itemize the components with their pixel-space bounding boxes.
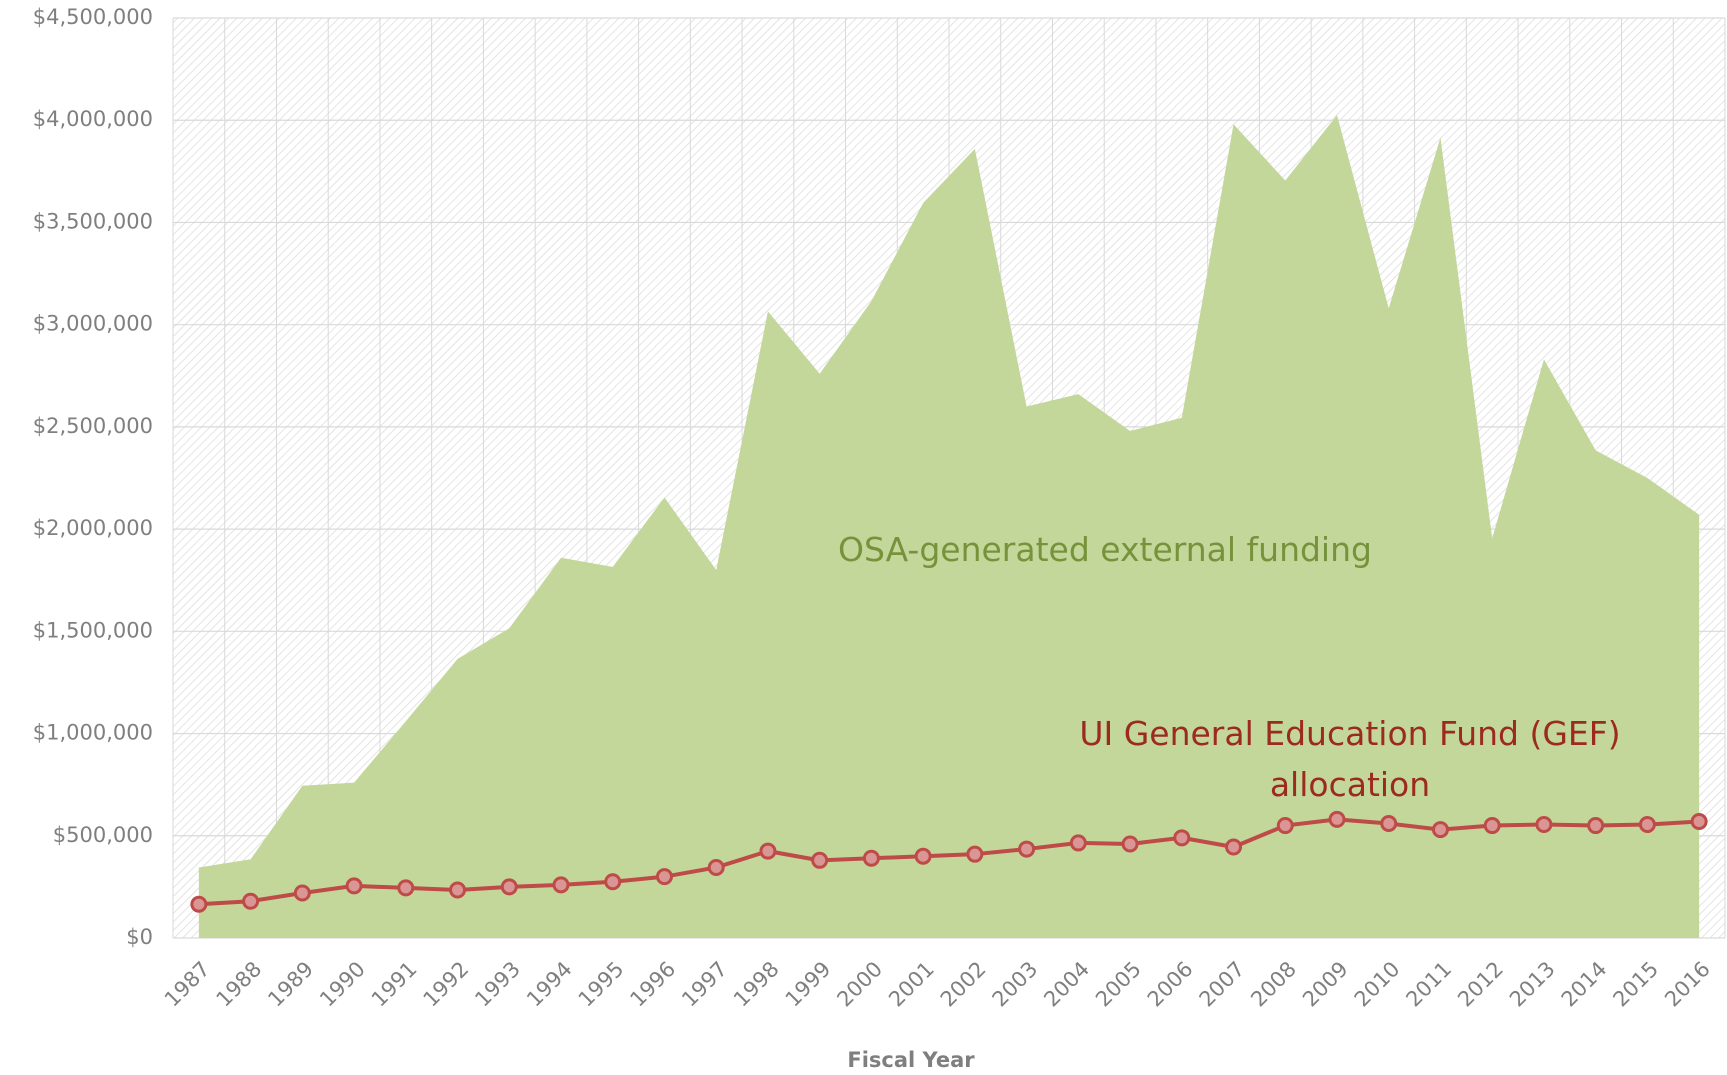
y-tick-label: $3,000,000 xyxy=(33,312,153,336)
line-marker xyxy=(1121,835,1139,853)
line-marker xyxy=(293,884,311,902)
line-marker xyxy=(397,879,415,897)
x-tick-label: 1999 xyxy=(781,957,836,1012)
x-tick-label: 1995 xyxy=(574,957,629,1012)
line-marker xyxy=(242,892,260,910)
line-label: UI General Education Fund (GEF) allocati… xyxy=(1079,714,1621,804)
line-marker xyxy=(1431,821,1449,839)
x-tick-label: 2006 xyxy=(1143,957,1198,1012)
line-marker xyxy=(190,895,208,913)
line-marker xyxy=(345,877,363,895)
x-tick-label: 1990 xyxy=(315,957,370,1012)
line-marker xyxy=(914,847,932,865)
y-tick-label: $4,500,000 xyxy=(33,5,153,29)
x-tick-label: 2005 xyxy=(1091,957,1146,1012)
x-tick-label: 2004 xyxy=(1039,957,1094,1012)
x-tick-label: 1997 xyxy=(677,957,732,1012)
x-tick-label: 2016 xyxy=(1660,957,1715,1012)
line-marker xyxy=(1328,810,1346,828)
y-tick-label: $3,500,000 xyxy=(33,209,153,233)
line-marker xyxy=(552,876,570,894)
x-tick-label: 2008 xyxy=(1246,957,1301,1012)
y-tick-label: $4,000,000 xyxy=(33,107,153,131)
y-tick-label: $2,500,000 xyxy=(33,414,153,438)
x-tick-label: 2001 xyxy=(884,957,939,1012)
line xyxy=(198,817,1700,907)
x-tick-label: 2015 xyxy=(1608,957,1663,1012)
x-tick-label: 2013 xyxy=(1505,957,1560,1012)
line-marker xyxy=(966,845,984,863)
line-marker xyxy=(862,849,880,867)
y-tick-label: $0 xyxy=(126,925,153,949)
line-marker xyxy=(1587,817,1605,835)
line-marker xyxy=(449,881,467,899)
line-marker xyxy=(1225,838,1243,856)
x-tick-label: 2003 xyxy=(988,957,1043,1012)
x-tick-label: 2012 xyxy=(1453,957,1508,1012)
line-marker xyxy=(1069,834,1087,852)
line-marker xyxy=(759,842,777,860)
line-marker xyxy=(655,868,673,886)
x-tick-label: 2014 xyxy=(1557,957,1612,1012)
line-marker xyxy=(707,858,725,876)
line-marker xyxy=(604,873,622,891)
x-tick-label: 2007 xyxy=(1195,957,1250,1012)
x-tick-label: 2002 xyxy=(936,957,991,1012)
x-tick-label: 2010 xyxy=(1350,957,1405,1012)
line-marker xyxy=(1690,812,1708,830)
y-tick-label: $1,000,000 xyxy=(33,721,153,745)
x-tick-label: 2011 xyxy=(1401,957,1456,1012)
y-tick-label: $1,500,000 xyxy=(33,618,153,642)
line-marker xyxy=(1018,840,1036,858)
x-tick-label: 1998 xyxy=(729,957,784,1012)
line-marker xyxy=(1173,829,1191,847)
x-tick-label: 2000 xyxy=(832,957,887,1012)
line-marker xyxy=(500,878,518,896)
line-marker xyxy=(1276,817,1294,835)
x-tick-label: 1994 xyxy=(522,957,577,1012)
x-tick-label: 1987 xyxy=(160,957,215,1012)
area-label: OSA-generated external funding xyxy=(838,530,1372,569)
x-tick-label: 2009 xyxy=(1298,957,1353,1012)
x-tick-label: 1989 xyxy=(263,957,318,1012)
x-axis-title: Fiscal Year xyxy=(847,1048,975,1072)
line-marker xyxy=(1483,817,1501,835)
line-marker xyxy=(811,851,829,869)
x-tick-label: 1988 xyxy=(212,957,267,1012)
x-tick-label: 1992 xyxy=(419,957,474,1012)
y-tick-label: $2,000,000 xyxy=(33,516,153,540)
line-marker xyxy=(1638,816,1656,834)
x-tick-label: 1993 xyxy=(470,957,525,1012)
line-marker xyxy=(1380,815,1398,833)
y-tick-label: $500,000 xyxy=(53,823,153,847)
x-tick-label: 1991 xyxy=(367,957,422,1012)
line-marker xyxy=(1535,816,1553,834)
area xyxy=(198,115,1700,939)
x-tick-label: 1996 xyxy=(625,957,680,1012)
